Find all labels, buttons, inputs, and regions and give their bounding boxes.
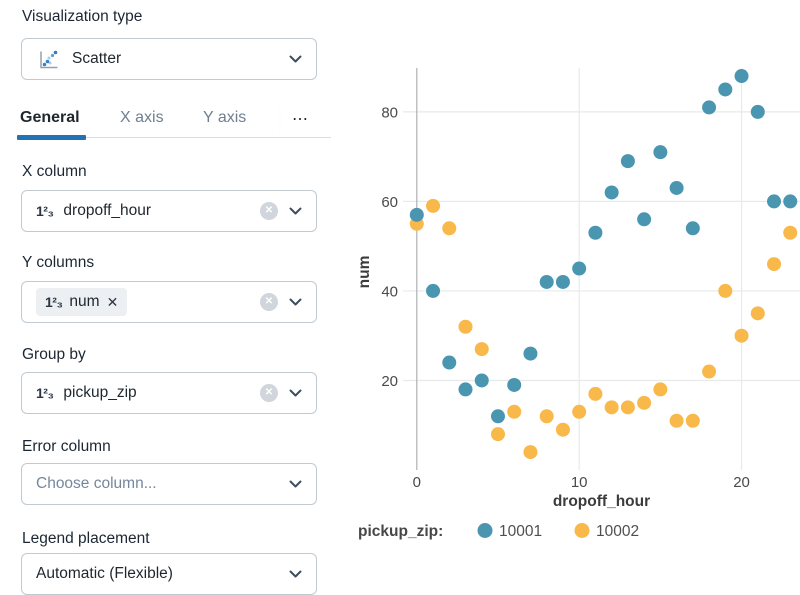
- y-columns-select[interactable]: 1²₃ num ✕ ✕: [21, 281, 317, 323]
- settings-tabs: General X axis Y axis ⋯: [0, 104, 333, 140]
- error-column-placeholder: Choose column...: [36, 475, 157, 492]
- svg-text:60: 60: [381, 194, 398, 211]
- group-by-label: Group by: [22, 346, 86, 363]
- legend-placement-select[interactable]: Automatic (Flexible): [21, 553, 317, 595]
- y-column-chip-label: num: [69, 293, 100, 310]
- x-column-value: dropoff_hour: [63, 202, 152, 219]
- chevron-down-icon[interactable]: [289, 480, 302, 488]
- remove-icon[interactable]: ✕: [106, 293, 119, 310]
- viz-type-select[interactable]: Scatter: [21, 38, 317, 80]
- x-column-label: X column: [22, 163, 87, 180]
- clear-icon[interactable]: ✕: [260, 384, 278, 402]
- chevron-down-icon: [289, 55, 302, 63]
- viz-type-label: Visualization type: [22, 8, 143, 25]
- svg-text:40: 40: [381, 283, 398, 300]
- error-column-label: Error column: [22, 438, 111, 455]
- tab-scroll-fade: [252, 104, 296, 134]
- y-columns-label: Y columns: [22, 254, 95, 271]
- tab-overflow[interactable]: ⋯: [292, 111, 308, 128]
- svg-text:20: 20: [381, 373, 398, 390]
- chevron-down-icon[interactable]: [289, 298, 302, 306]
- x-column-select[interactable]: 1²₃ dropoff_hour ✕: [21, 190, 317, 232]
- legend-placement-label: Legend placement: [22, 530, 150, 547]
- tab-general[interactable]: General: [20, 109, 80, 126]
- svg-text:pickup_zip:: pickup_zip:: [358, 523, 443, 540]
- svg-text:10001: 10001: [499, 523, 542, 540]
- clear-icon[interactable]: ✕: [260, 202, 278, 220]
- svg-text:0: 0: [413, 474, 421, 491]
- svg-text:dropoff_hour: dropoff_hour: [553, 493, 650, 510]
- svg-text:10: 10: [571, 474, 588, 491]
- chevron-down-icon[interactable]: [289, 389, 302, 397]
- tab-y-axis[interactable]: Y axis: [203, 109, 247, 126]
- group-by-select[interactable]: 1²₃ pickup_zip ✕: [21, 372, 317, 414]
- group-by-value: pickup_zip: [63, 384, 137, 401]
- svg-text:80: 80: [381, 104, 398, 121]
- svg-text:num: num: [356, 256, 373, 289]
- tab-x-axis[interactable]: X axis: [120, 109, 164, 126]
- y-column-chip[interactable]: 1²₃ num ✕: [36, 288, 128, 316]
- chevron-down-icon[interactable]: [289, 570, 302, 578]
- svg-text:20: 20: [733, 474, 750, 491]
- viz-type-value: Scatter: [72, 50, 122, 67]
- number-type-icon: 1²₃: [36, 203, 54, 219]
- scatter-chart-icon: [40, 50, 58, 68]
- scatter-chart[interactable]: 20 40 60 80 0 10 20 dropoff_hour num pickup_zip: 1…: [340, 0, 800, 586]
- svg-text:10002: 10002: [596, 523, 639, 540]
- number-type-icon: 1²₃: [36, 385, 54, 401]
- error-column-select[interactable]: Choose column...: [21, 463, 317, 505]
- legend-placement-value: Automatic (Flexible): [36, 565, 173, 582]
- active-tab-underline: [17, 135, 86, 140]
- clear-icon[interactable]: ✕: [260, 293, 278, 311]
- chevron-down-icon[interactable]: [289, 207, 302, 215]
- number-type-icon: 1²₃: [45, 294, 63, 310]
